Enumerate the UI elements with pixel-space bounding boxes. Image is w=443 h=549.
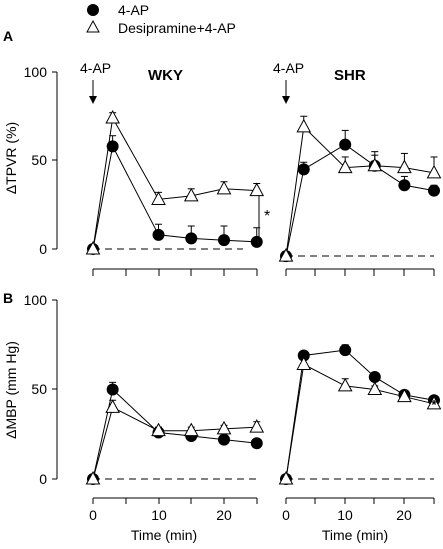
data-point-4ap <box>428 184 440 197</box>
data-point-desipramine <box>183 422 199 437</box>
panel-a-yaxis: 100 50 0 <box>24 64 58 257</box>
data-point-desipramine <box>85 240 101 255</box>
legend-label-4ap: 4-AP <box>118 2 149 18</box>
series-line-desipramine <box>92 116 257 250</box>
series-line-desipramine <box>285 363 435 480</box>
data-point-4ap <box>339 344 352 357</box>
data-point-desipramine <box>151 191 166 205</box>
data-point-4ap <box>218 433 230 446</box>
significance-star-marker: * <box>431 397 437 412</box>
data-point-4ap <box>218 234 230 247</box>
data-point-4ap <box>297 163 310 176</box>
panel-b-ylabel: ΔMBP (mm Hg) <box>3 341 19 439</box>
series-line-4ap <box>92 388 257 480</box>
legend: 4-AP Desipramine+4-AP <box>86 2 236 36</box>
data-point-4ap <box>339 138 352 151</box>
legend-marker-4ap <box>87 4 99 16</box>
data-point-4ap <box>106 383 119 396</box>
data-point-desipramine <box>278 470 294 485</box>
data-point-4ap <box>185 232 198 245</box>
data-point-desipramine <box>367 157 383 172</box>
panel-a-ylabel: ΔTPVR (%) <box>3 122 19 194</box>
xtick-label-20: 20 <box>216 507 232 523</box>
data-point-4ap <box>297 349 310 362</box>
annotation-4ap-shr: 4-AP <box>273 60 304 76</box>
panel-b-yaxis: 100 50 0 <box>24 292 58 487</box>
series-line-desipramine <box>285 125 435 257</box>
significance-star-marker: * <box>110 383 116 398</box>
panel-a-label: A <box>3 28 13 44</box>
panel-a-ytick-label-0: 0 <box>39 241 47 257</box>
data-point-4ap <box>250 437 263 450</box>
panel-b-xaxis-wky: 0 10 20 Time (min) <box>89 497 258 543</box>
arrow-head-shr <box>282 96 290 104</box>
panel-b-label: B <box>3 290 13 306</box>
data-point-desipramine <box>151 422 166 437</box>
panel-b-ytick-label-100: 100 <box>24 292 48 308</box>
significance-star: * <box>264 208 270 225</box>
data-point-desipramine <box>105 109 120 124</box>
panel-b-ytick-label-0: 0 <box>39 471 47 487</box>
data-point-desipramine <box>296 356 312 370</box>
data-point-4ap <box>152 228 165 241</box>
panel-a-time-strip-shr <box>285 268 435 276</box>
xtick-label-0: 0 <box>282 507 290 523</box>
significance-star-marker: * <box>431 184 437 199</box>
data-point-4ap <box>250 235 263 248</box>
panel-a-time-strip-wky <box>92 268 258 276</box>
data-point-4ap <box>106 140 119 153</box>
xtick-label-10: 10 <box>151 507 167 523</box>
annotation-4ap-wky: 4-AP <box>80 60 111 76</box>
data-point-desipramine <box>397 388 412 403</box>
legend-marker-desipramine <box>86 19 100 33</box>
data-point-desipramine <box>337 159 353 174</box>
data-point-desipramine <box>85 470 101 485</box>
data-point-desipramine <box>337 377 353 392</box>
significance-star-marker: * <box>110 139 116 154</box>
data-point-desipramine <box>249 182 265 197</box>
data-point-desipramine <box>367 381 383 395</box>
significance-star-marker: * <box>254 436 260 451</box>
series-line-4ap <box>285 144 435 257</box>
panel-a-ytick-label-100: 100 <box>24 64 48 80</box>
data-point-desipramine <box>426 395 442 410</box>
data-point-desipramine <box>426 164 442 179</box>
significance-bracket-wky: * <box>253 189 270 242</box>
data-point-desipramine <box>278 248 294 262</box>
xtick-label-10: 10 <box>337 507 353 523</box>
panel-a-ytick-label-50: 50 <box>31 152 47 168</box>
arrow-head-wky <box>89 96 97 104</box>
data-point-desipramine <box>296 118 312 133</box>
data-point-desipramine <box>397 159 412 174</box>
data-point-desipramine <box>216 180 232 195</box>
xtick-label-0: 0 <box>89 507 97 523</box>
data-point-desipramine <box>105 399 120 413</box>
data-point-4ap <box>398 179 411 192</box>
legend-label-desipramine: Desipramine+4-AP <box>118 20 236 36</box>
subplot-title-shr: SHR <box>334 67 366 84</box>
data-point-desipramine <box>249 419 265 433</box>
subplot-title-wky: WKY <box>148 67 183 84</box>
series-line-desipramine <box>92 406 257 480</box>
data-point-desipramine <box>183 187 199 202</box>
xlabel-wky: Time (min) <box>131 527 197 543</box>
data-point-desipramine <box>216 420 232 435</box>
data-point-4ap <box>368 370 381 383</box>
panel-b-xaxis-shr: 0 10 20 Time (min) <box>282 497 435 543</box>
plot-layer: * * * * * * <box>85 109 442 485</box>
xtick-label-20: 20 <box>396 507 412 523</box>
xlabel-shr: Time (min) <box>322 527 388 543</box>
significance-star-marker: * <box>301 162 307 177</box>
panel-b-ytick-label-50: 50 <box>31 381 47 397</box>
